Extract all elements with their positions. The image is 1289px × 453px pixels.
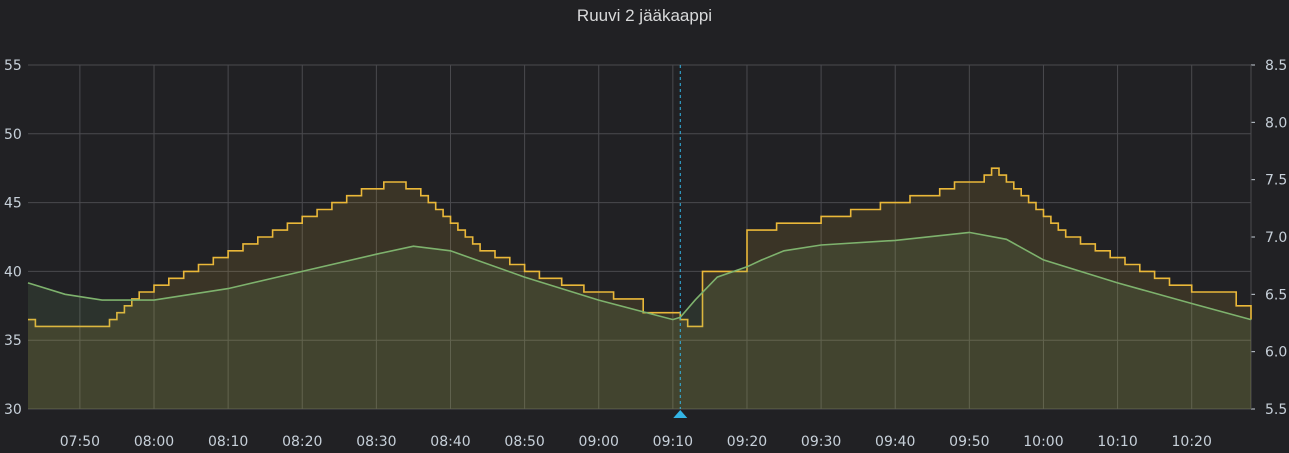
x-tick-label: 09:20 xyxy=(727,434,767,450)
y-left-tick-label: 30 xyxy=(4,402,22,418)
x-tick-label: 09:40 xyxy=(875,434,915,450)
y-right-tick-label: 8.5 xyxy=(1265,58,1287,74)
x-tick-label: 10:20 xyxy=(1172,434,1212,450)
y-left-tick-label: 55 xyxy=(4,58,22,74)
x-tick-label: 08:10 xyxy=(208,434,248,450)
x-tick-label: 08:50 xyxy=(504,434,544,450)
y-right-tick-label: 7.5 xyxy=(1265,173,1287,189)
y-right-tick-label: 6.0 xyxy=(1265,345,1287,361)
x-tick-label: 08:40 xyxy=(430,434,470,450)
y-left-tick-label: 50 xyxy=(4,127,22,143)
chart-title: Ruuvi 2 jääkaappi xyxy=(576,6,713,25)
x-tick-label: 08:00 xyxy=(134,434,174,450)
x-tick-label: 08:20 xyxy=(282,434,322,450)
y-right-tick-label: 7.0 xyxy=(1265,230,1287,246)
y-left-tick-label: 40 xyxy=(4,264,22,280)
series-area-stepped xyxy=(28,168,1251,409)
x-tick-label: 10:10 xyxy=(1097,434,1137,450)
x-tick-label: 10:00 xyxy=(1023,434,1063,450)
y-right-tick-label: 5.5 xyxy=(1265,402,1287,418)
x-tick-label: 09:30 xyxy=(801,434,841,450)
series-area-smooth xyxy=(28,232,1251,409)
x-tick-label: 09:10 xyxy=(653,434,693,450)
y-right-tick-label: 6.5 xyxy=(1265,287,1287,303)
x-tick-label: 08:30 xyxy=(356,434,396,450)
series-line-stepped xyxy=(28,167,1252,328)
y-left-tick-label: 35 xyxy=(4,333,22,349)
x-tick-label: 07:50 xyxy=(60,434,100,450)
y-left-tick-label: 45 xyxy=(4,196,22,212)
y-right-tick-label: 8.0 xyxy=(1265,115,1287,131)
x-tick-label: 09:50 xyxy=(949,434,989,450)
series-line-smooth xyxy=(27,231,1252,321)
crosshair-marker-icon xyxy=(673,410,688,418)
x-tick-label: 09:00 xyxy=(579,434,619,450)
